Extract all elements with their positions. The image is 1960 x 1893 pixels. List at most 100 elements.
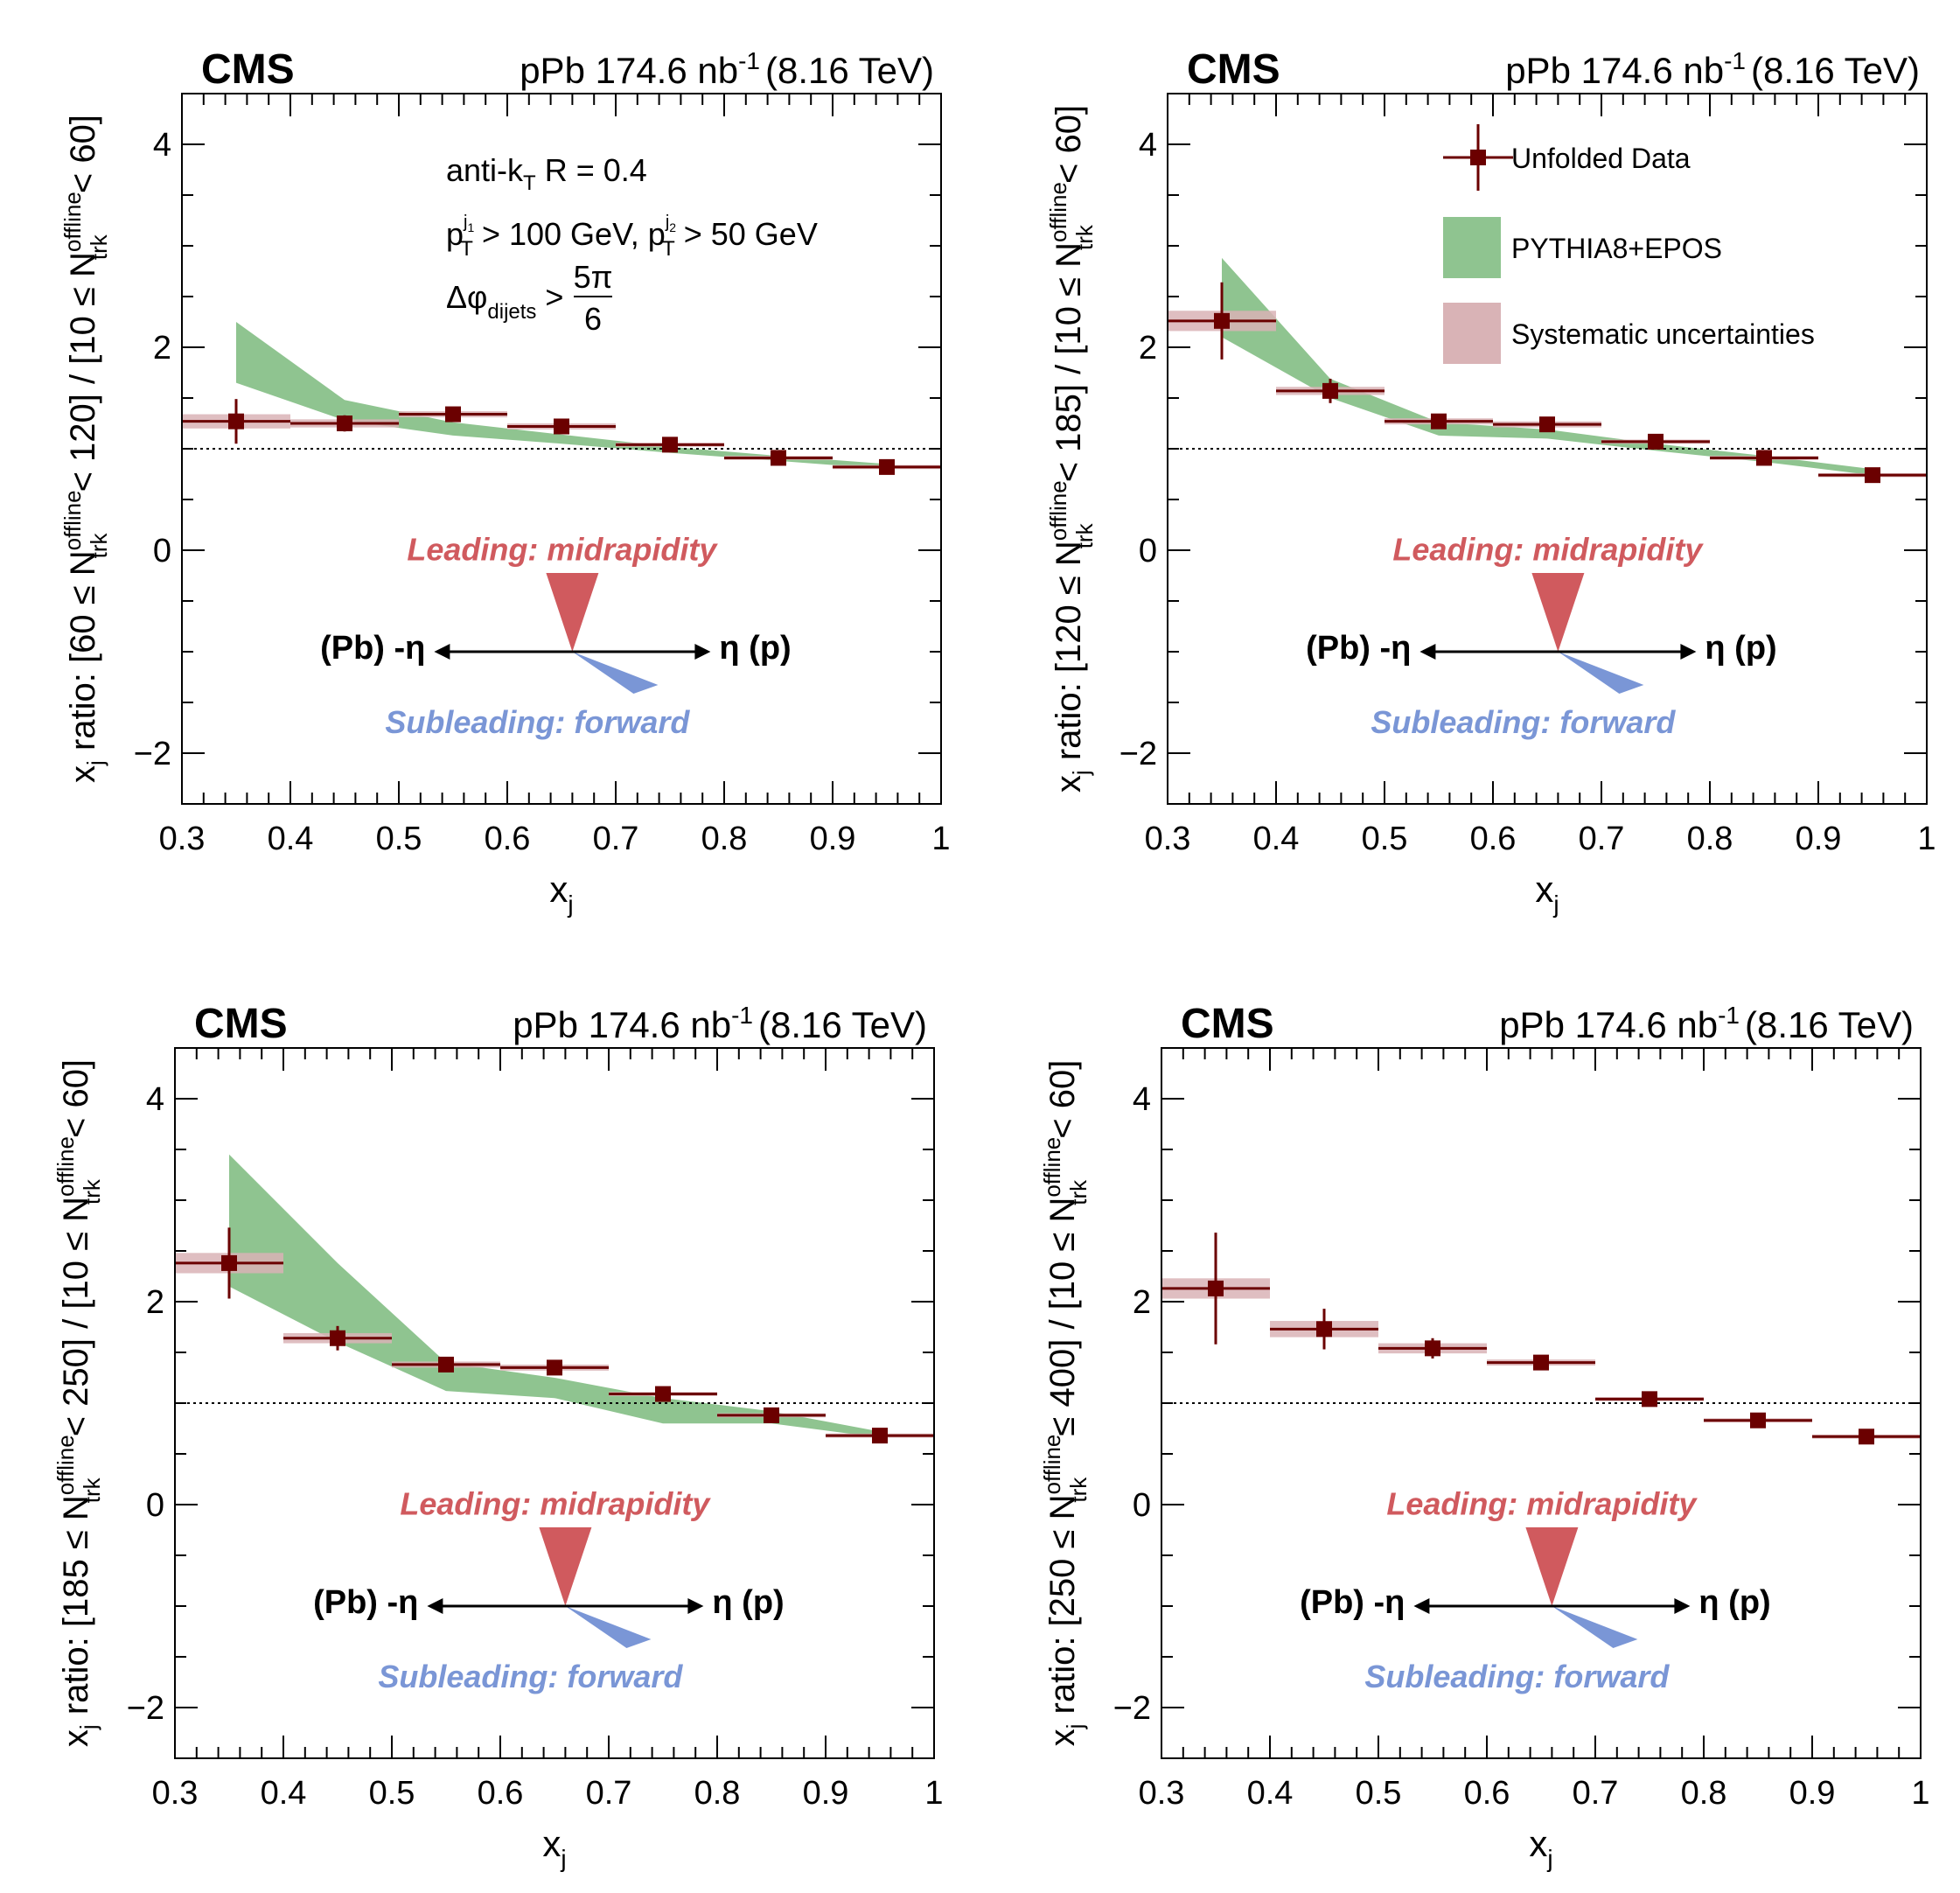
- x-tick-label: 0.4: [1247, 1775, 1294, 1812]
- y-label-pre: ratio: [60 ≤ N: [64, 550, 102, 760]
- x-tick-label: 0.4: [261, 1775, 307, 1812]
- luminosity-exponent: -1: [1718, 1002, 1740, 1029]
- luminosity-text: pPb 174.6 nb: [1505, 50, 1724, 91]
- eta-right-label: η (p): [1698, 1584, 1770, 1621]
- luminosity-exponent: -1: [1724, 47, 1746, 74]
- eta-right-label: η (p): [712, 1584, 784, 1621]
- x-axis-label-sub: j: [567, 891, 573, 918]
- data-point: [872, 1428, 888, 1444]
- y-axis-label: xj ratio: [120 ≤ Nofflinetrk < 185] / [1…: [1045, 105, 1098, 793]
- arrow-right-icon: [694, 644, 711, 660]
- y-label-mid: < 120] / [10 ≤ N: [64, 252, 102, 501]
- x-tick-label: 0.8: [701, 821, 748, 857]
- x-tick-label: 1: [924, 1775, 943, 1812]
- y-label-trk: trk: [1071, 522, 1098, 548]
- legend-model-swatch: [1443, 217, 1501, 278]
- data-point: [337, 416, 352, 431]
- y-tick-label: 0: [146, 1487, 164, 1524]
- eta-right-label: η (p): [1705, 630, 1776, 667]
- algo-sub: T: [523, 171, 536, 195]
- dphi-sub: dijets: [487, 300, 536, 324]
- y-label-j: j: [75, 1724, 101, 1730]
- x-tick-label: 0.8: [1687, 821, 1733, 857]
- pt-rest1: > 100 GeV,: [473, 216, 648, 252]
- data-point: [1322, 382, 1338, 399]
- model-band: [229, 1154, 880, 1438]
- x-tick-label: 0.7: [586, 1775, 632, 1812]
- x-tick-label: 0.3: [152, 1775, 199, 1812]
- x-tick-label: 0.4: [268, 821, 314, 857]
- legend-syst-swatch: [1443, 303, 1501, 364]
- pt-T1: T: [460, 237, 473, 261]
- subleading-label: Subleading: forward: [1371, 704, 1676, 740]
- luminosity-text: pPb 174.6 nb: [520, 50, 738, 91]
- algo-main: anti-k: [446, 152, 524, 188]
- eta-left-label: (Pb) -η: [313, 1584, 418, 1621]
- data-point: [438, 1356, 454, 1373]
- data-point: [1648, 433, 1664, 450]
- y-label-mid: ≤ 400] / [10 ≤ N: [1043, 1198, 1082, 1446]
- y-tick-label: −2: [127, 1690, 164, 1727]
- x-tick-label: 1: [1911, 1775, 1929, 1812]
- luminosity-label: pPb 174.6 nb-1 (8.16 TeV): [520, 47, 934, 91]
- leading-jet-cone: [1531, 573, 1585, 652]
- data-point: [221, 1254, 237, 1271]
- energy-text: (8.16 TeV): [758, 1004, 927, 1045]
- data-point: [1425, 1340, 1440, 1357]
- y-label-offline: offline: [59, 490, 86, 550]
- y-label-x: x: [1050, 775, 1088, 793]
- dphi: Δφ: [446, 279, 487, 315]
- eta-left-label: (Pb) -η: [1300, 1584, 1405, 1621]
- chart-panel-3: CMS pPb 174.6 nb-1 (8.16 TeV) 0.3 0.4 0.5 0.6 0…: [52, 1001, 944, 1872]
- energy-text: (8.16 TeV): [1751, 50, 1920, 91]
- legend-data-label: Unfolded Data: [1511, 143, 1691, 174]
- dphi-denominator: 6: [584, 301, 602, 337]
- dphi-cut-label: Δφdijets >: [446, 279, 563, 324]
- leading-jet-cone: [546, 573, 599, 652]
- y-tick-label: 4: [153, 127, 171, 164]
- x-axis-label-sub: j: [1546, 1845, 1552, 1872]
- x-tick-label: 1: [1917, 821, 1936, 857]
- energy-text: (8.16 TeV): [765, 50, 934, 91]
- x-tick-label: 0.3: [159, 821, 206, 857]
- x-tick-label: 0.4: [1253, 821, 1300, 857]
- experiment-label: CMS: [201, 46, 295, 93]
- x-tick-label: 0.9: [1796, 821, 1842, 857]
- y-label-end: < 60]: [1043, 1060, 1082, 1149]
- x-tick-label: 0.6: [485, 821, 531, 857]
- y-tick-label: 4: [1133, 1081, 1151, 1118]
- data-point: [1214, 312, 1230, 329]
- x-tick-label: 0.9: [810, 821, 856, 857]
- y-label-trk-2: trk: [86, 234, 112, 260]
- y-label-offline-2: offline: [52, 1136, 79, 1197]
- y-label-offline-2: offline: [1039, 1137, 1065, 1198]
- y-axis-label: xj ratio: [185 ≤ Nofflinetrk < 250] / [1…: [52, 1059, 105, 1747]
- x-axis-label: xj: [549, 869, 573, 918]
- x-axis-label: xj: [1535, 869, 1559, 918]
- y-label-offline: offline: [1045, 480, 1071, 541]
- algo-rest: R = 0.4: [536, 152, 647, 188]
- x-tick-label: 0.7: [1573, 1775, 1619, 1812]
- pt-j2: j: [665, 213, 669, 232]
- data-point: [1431, 413, 1447, 430]
- y-label-end: < 60]: [57, 1059, 95, 1148]
- data-point: [1859, 1428, 1874, 1445]
- y-tick-label: 0: [1133, 1487, 1151, 1524]
- y-label-offline-2: offline: [59, 192, 86, 252]
- y-label-x: x: [64, 765, 102, 783]
- subleading-jet-cone: [1558, 652, 1644, 694]
- x-tick-label: 0.9: [1789, 1775, 1836, 1812]
- x-tick-label: 0.3: [1139, 1775, 1185, 1812]
- x-tick-label: 0.8: [1681, 1775, 1727, 1812]
- y-axis-label: xj ratio: [250 ≤ Nofflinetrk ≤ 400] / [1…: [1039, 1060, 1092, 1747]
- y-label-x: x: [57, 1729, 95, 1747]
- legend-syst-label: Systematic uncertainties: [1511, 318, 1815, 350]
- data-point: [1208, 1280, 1224, 1296]
- luminosity-exponent: -1: [731, 1002, 753, 1029]
- y-label-x: x: [1043, 1729, 1082, 1746]
- subleading-label: Subleading: forward: [1364, 1659, 1670, 1694]
- x-tick-label: 0.5: [1362, 821, 1408, 857]
- x-tick-label: 0.6: [1470, 821, 1517, 857]
- y-label-pre: ratio: [185 ≤ N: [57, 1495, 95, 1724]
